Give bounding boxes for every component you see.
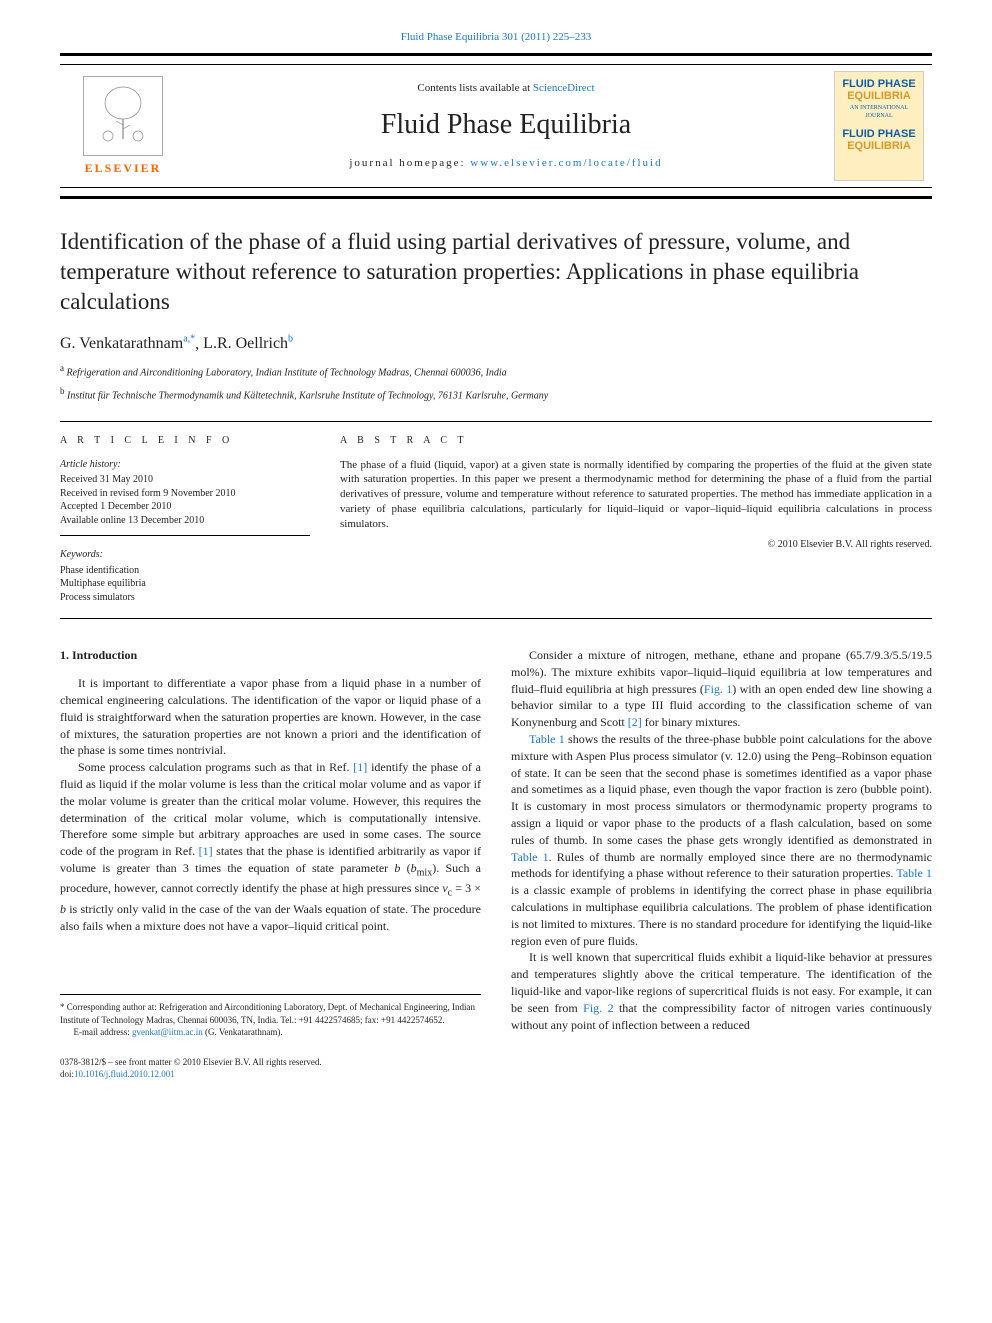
bottom-meta: 0378-3812/$ – see front matter © 2010 El…: [60, 1056, 481, 1080]
history-received: Received 31 May 2010: [60, 473, 310, 487]
elsevier-text: ELSEVIER: [85, 160, 162, 176]
cover-line4: EQUILIBRIA: [839, 140, 919, 152]
fig1-link[interactable]: Fig. 1: [704, 682, 732, 696]
keyword-2: Multiphase equilibria: [60, 577, 310, 591]
contents-line: Contents lists available at ScienceDirec…: [178, 81, 834, 96]
history-revised: Received in revised form 9 November 2010: [60, 487, 310, 501]
journal-name: Fluid Phase Equilibria: [178, 106, 834, 144]
issn-line: 0378-3812/$ – see front matter © 2010 El…: [60, 1056, 481, 1068]
homepage-line: journal homepage: www.elsevier.com/locat…: [178, 156, 834, 171]
sciencedirect-link[interactable]: ScienceDirect: [533, 82, 595, 94]
keyword-3: Process simulators: [60, 591, 310, 605]
homepage-link[interactable]: www.elsevier.com/locate/fluid: [470, 157, 662, 169]
corresponding-author: * Corresponding author at: Refrigeration…: [60, 1001, 481, 1025]
affiliation-b: b Institut für Technische Thermodynamik …: [60, 385, 932, 403]
article-title: Identification of the phase of a fluid u…: [60, 227, 932, 317]
fig2-link[interactable]: Fig. 2: [583, 1001, 613, 1015]
para-r1: Consider a mixture of nitrogen, methane,…: [511, 647, 932, 731]
keyword-1: Phase identification: [60, 564, 310, 578]
abstract-text: The phase of a fluid (liquid, vapor) at …: [340, 458, 932, 532]
affiliation-a: a Refrigeration and Airconditioning Labo…: [60, 362, 932, 380]
author-1[interactable]: G. Venkatarathnama,*: [60, 335, 195, 352]
para-r3: It is well known that supercritical flui…: [511, 949, 932, 1033]
para-l2: Some process calculation programs such a…: [60, 759, 481, 934]
history-online: Available online 13 December 2010: [60, 514, 310, 528]
email-line: E-mail address: gvenkat@iitm.ac.in (G. V…: [60, 1026, 481, 1038]
abstract: A B S T R A C T The phase of a fluid (li…: [340, 421, 932, 604]
para-r2: Table 1 shows the results of the three-p…: [511, 731, 932, 949]
history-accepted: Accepted 1 December 2010: [60, 500, 310, 514]
ref-1a[interactable]: [1]: [353, 760, 367, 774]
info-heading: A R T I C L E I N F O: [60, 434, 310, 448]
ref-2[interactable]: [2]: [628, 715, 642, 729]
elsevier-tree-icon: [83, 76, 163, 156]
cover-line1: FLUID PHASE: [839, 78, 919, 90]
article-info: A R T I C L E I N F O Article history: R…: [60, 421, 310, 604]
table1-link-c[interactable]: Table 1: [896, 866, 932, 880]
cover-line3: FLUID PHASE: [839, 128, 919, 140]
copyright: © 2010 Elsevier B.V. All rights reserved…: [340, 538, 932, 552]
ref-1b[interactable]: [1]: [199, 844, 213, 858]
journal-cover-thumbnail[interactable]: FLUID PHASE EQUILIBRIA AN INTERNATIONAL …: [834, 71, 924, 181]
section-1-heading: 1. Introduction: [60, 647, 481, 663]
journal-header: ELSEVIER Contents lists available at Sci…: [60, 53, 932, 199]
doi-link[interactable]: 10.1016/j.fluid.2010.12.001: [74, 1069, 175, 1079]
journal-citation[interactable]: Fluid Phase Equilibria 301 (2011) 225–23…: [60, 30, 932, 45]
doi-line: doi:10.1016/j.fluid.2010.12.001: [60, 1068, 481, 1080]
history-label: Article history:: [60, 458, 310, 472]
footnotes: * Corresponding author at: Refrigeration…: [60, 994, 481, 1037]
authors: G. Venkatarathnama,*, L.R. Oellrichb: [60, 333, 932, 355]
table1-link-b[interactable]: Table 1: [511, 850, 549, 864]
cover-sub: AN INTERNATIONAL JOURNAL: [839, 104, 919, 120]
table1-link-a[interactable]: Table 1: [529, 732, 565, 746]
author-2[interactable]: L.R. Oellrichb: [203, 335, 293, 352]
elsevier-logo[interactable]: ELSEVIER: [68, 76, 178, 176]
cover-line2: EQUILIBRIA: [839, 90, 919, 102]
right-column: Consider a mixture of nitrogen, methane,…: [511, 647, 932, 1080]
abstract-heading: A B S T R A C T: [340, 434, 932, 448]
keywords-label: Keywords:: [60, 548, 310, 562]
left-column: 1. Introduction It is important to diffe…: [60, 647, 481, 1080]
email-link[interactable]: gvenkat@iitm.ac.in: [132, 1027, 203, 1037]
para-l1: It is important to differentiate a vapor…: [60, 675, 481, 759]
